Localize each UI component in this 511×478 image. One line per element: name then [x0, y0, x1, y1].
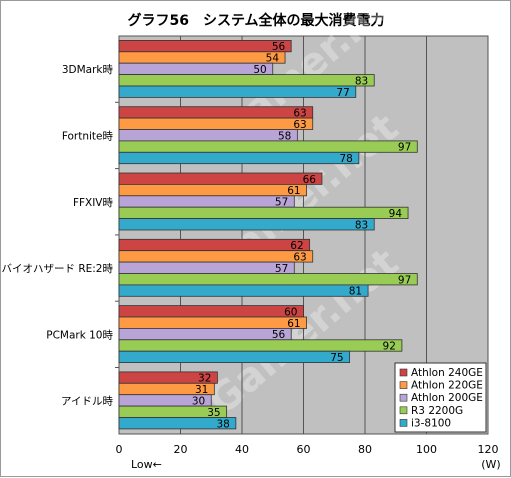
x-axis-note-label: Low←	[131, 458, 162, 471]
legend-box	[394, 362, 487, 433]
x-tick-label: 80	[358, 443, 372, 456]
value-label: 31	[195, 384, 208, 396]
category-label: Fortnite時	[62, 130, 114, 142]
value-label: 75	[330, 352, 343, 364]
bar	[118, 183, 307, 197]
bar	[118, 350, 351, 364]
legend-label: Athlon 200GE	[411, 392, 483, 404]
chart-title: グラフ56 システム全体の最大消費電力	[127, 12, 384, 29]
bar	[118, 74, 375, 87]
x-tick-label: 0	[116, 443, 123, 456]
value-label: 57	[275, 197, 288, 209]
value-label: 38	[216, 418, 229, 430]
bar	[118, 51, 286, 64]
bar	[118, 305, 304, 318]
value-label: 63	[293, 119, 306, 131]
bar	[118, 140, 418, 153]
value-label: 57	[275, 263, 288, 275]
legend-swatch	[399, 393, 408, 402]
gridlines	[115, 36, 427, 434]
legend-swatch	[399, 368, 408, 377]
legend-label: Athlon 220GE	[411, 380, 483, 392]
value-label: 56	[272, 41, 286, 53]
bar	[118, 339, 403, 352]
value-label: 61	[287, 318, 300, 330]
bar	[118, 218, 375, 231]
bar	[118, 62, 274, 76]
legend-swatch	[399, 419, 408, 427]
value-labels: 5654508377636358977866615794836263579781…	[192, 41, 411, 430]
value-label: 83	[355, 75, 368, 87]
category-label: アイドル時	[61, 396, 113, 408]
value-label: 63	[293, 108, 306, 120]
legend-label: R3 2200G	[411, 405, 463, 417]
bar	[118, 273, 418, 286]
bar	[118, 284, 369, 297]
legend-label: i3-8100	[411, 417, 451, 429]
bar	[118, 40, 292, 53]
x-axis-unit-label: (W)	[481, 458, 500, 471]
category-label: 3DMark時	[62, 64, 114, 76]
value-label: 66	[303, 174, 317, 186]
bar	[118, 172, 323, 185]
value-label: 60	[284, 306, 297, 318]
category-label: PCMark 10時	[46, 329, 113, 341]
x-tick-label: 120	[478, 443, 499, 456]
value-label: 97	[398, 274, 411, 286]
legend-swatch	[399, 406, 408, 415]
category-label: FFXIV時	[73, 197, 114, 209]
category-label: バイオハザード RE:2時	[2, 263, 114, 275]
value-label: 94	[389, 208, 403, 220]
value-label: 56	[272, 329, 286, 341]
value-label: 30	[192, 396, 205, 408]
bar	[118, 238, 311, 252]
value-label: 61	[287, 185, 300, 197]
bar	[118, 250, 314, 263]
value-label: 83	[355, 219, 368, 231]
legend-swatch	[399, 381, 408, 389]
bar	[118, 206, 409, 219]
value-label: 58	[278, 130, 291, 142]
value-label: 77	[336, 87, 349, 99]
x-tick-label: 20	[174, 443, 188, 456]
bars	[118, 40, 418, 430]
bar	[118, 117, 314, 130]
bar	[118, 417, 237, 430]
bar	[118, 316, 307, 329]
bar	[118, 85, 357, 98]
value-label: 63	[293, 252, 306, 264]
value-label: 54	[266, 53, 280, 65]
value-label: 92	[383, 341, 396, 353]
legend-label: Athlon 240GE	[411, 367, 483, 379]
value-label: 97	[398, 142, 411, 154]
value-label: 62	[290, 240, 303, 252]
value-label: 32	[198, 373, 211, 385]
x-tick-label: 40	[235, 443, 249, 456]
x-tick-label: 60	[297, 443, 311, 456]
x-axis-ticks: 0 20 40 60 80 100 120	[116, 443, 499, 456]
value-label: 35	[207, 407, 220, 419]
bar	[118, 327, 292, 341]
value-label: 78	[339, 153, 352, 165]
x-tick-label: 100	[416, 443, 437, 456]
bar	[118, 261, 295, 274]
value-label: 81	[349, 286, 362, 298]
bar	[118, 106, 314, 119]
bar	[118, 129, 298, 142]
value-label: 50	[253, 64, 266, 76]
bar	[118, 151, 360, 165]
bar	[118, 195, 295, 208]
